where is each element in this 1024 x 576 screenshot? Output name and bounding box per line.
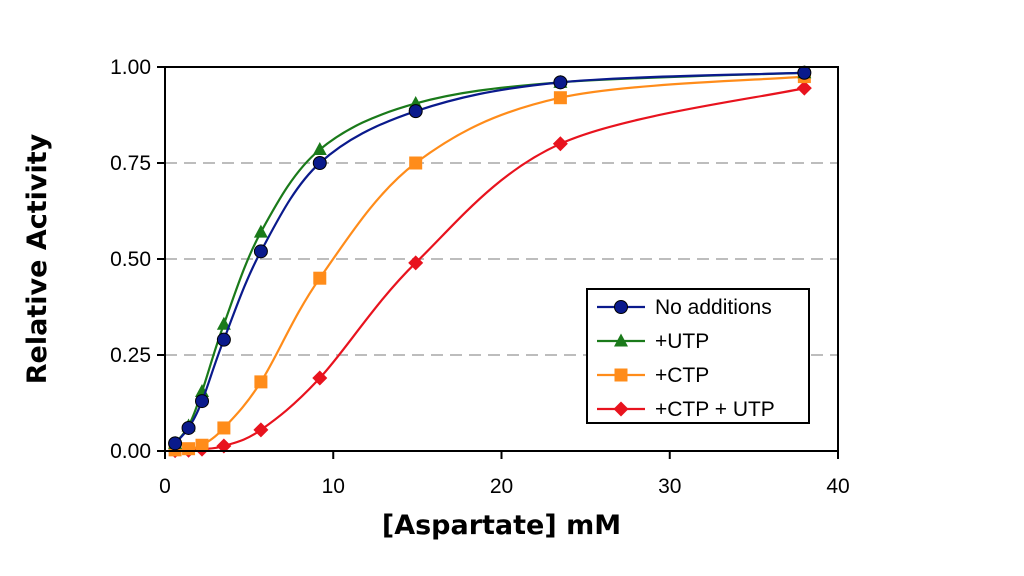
data-point: [216, 332, 231, 347]
legend: No additions +UTP +CTP +CTP + UTP: [586, 288, 810, 424]
data-point: [217, 421, 231, 435]
legend-marker: [614, 368, 628, 382]
data-point: [312, 142, 327, 156]
data-point: [796, 80, 812, 96]
data-point: [553, 75, 568, 90]
legend-marker: [614, 300, 628, 314]
data-point: [253, 244, 268, 259]
legend-item: +CTP: [597, 364, 709, 387]
legend-item: +CTP + UTP: [597, 398, 775, 421]
x-tick-label: 30: [658, 475, 681, 498]
data-point: [168, 436, 183, 451]
x-tick-label: 0: [159, 475, 171, 498]
legend-item: No additions: [597, 296, 772, 319]
data-point: [181, 420, 196, 435]
data-point: [253, 422, 269, 438]
y-tick-label: 1.00: [110, 56, 151, 79]
data-point: [312, 370, 328, 386]
x-tick-label: 10: [322, 475, 345, 498]
data-point: [182, 442, 196, 456]
data-point: [312, 156, 327, 170]
series-1: [168, 65, 812, 451]
legend-marker: [613, 401, 629, 417]
y-axis-title: Relative Activity: [22, 133, 53, 384]
data-point: [553, 91, 567, 105]
legend-marker: [614, 333, 628, 347]
data-point: [408, 104, 423, 119]
data-point: [195, 394, 210, 409]
data-point: [409, 156, 423, 170]
y-tick-label: 0.00: [110, 440, 151, 463]
data-point: [254, 375, 268, 389]
axes: 0.00 0.25 0.50 0.75 1.00 0 10 20 30 40: [110, 56, 850, 498]
data-point: [253, 224, 268, 238]
legend-label: +CTP + UTP: [655, 398, 775, 421]
data-point: [797, 65, 812, 80]
series-3: [168, 70, 811, 457]
data-point: [216, 438, 232, 454]
data-point: [313, 271, 327, 285]
legend-label: No additions: [655, 296, 772, 319]
series-layer: [167, 65, 812, 459]
x-tick-label: 40: [826, 475, 849, 498]
y-tick-label: 0.75: [110, 152, 151, 175]
legend-label: +CTP: [655, 364, 709, 387]
x-tick-label: 20: [490, 475, 513, 498]
data-point: [216, 316, 231, 330]
y-tick-label: 0.50: [110, 248, 151, 271]
data-point: [408, 255, 424, 271]
x-axis-title: [Aspartate] mM: [382, 510, 621, 541]
data-point: [195, 438, 209, 452]
legend-item: +UTP: [597, 330, 709, 353]
y-tick-label: 0.25: [110, 344, 151, 367]
data-point: [552, 136, 568, 152]
legend-label: +UTP: [655, 330, 709, 353]
